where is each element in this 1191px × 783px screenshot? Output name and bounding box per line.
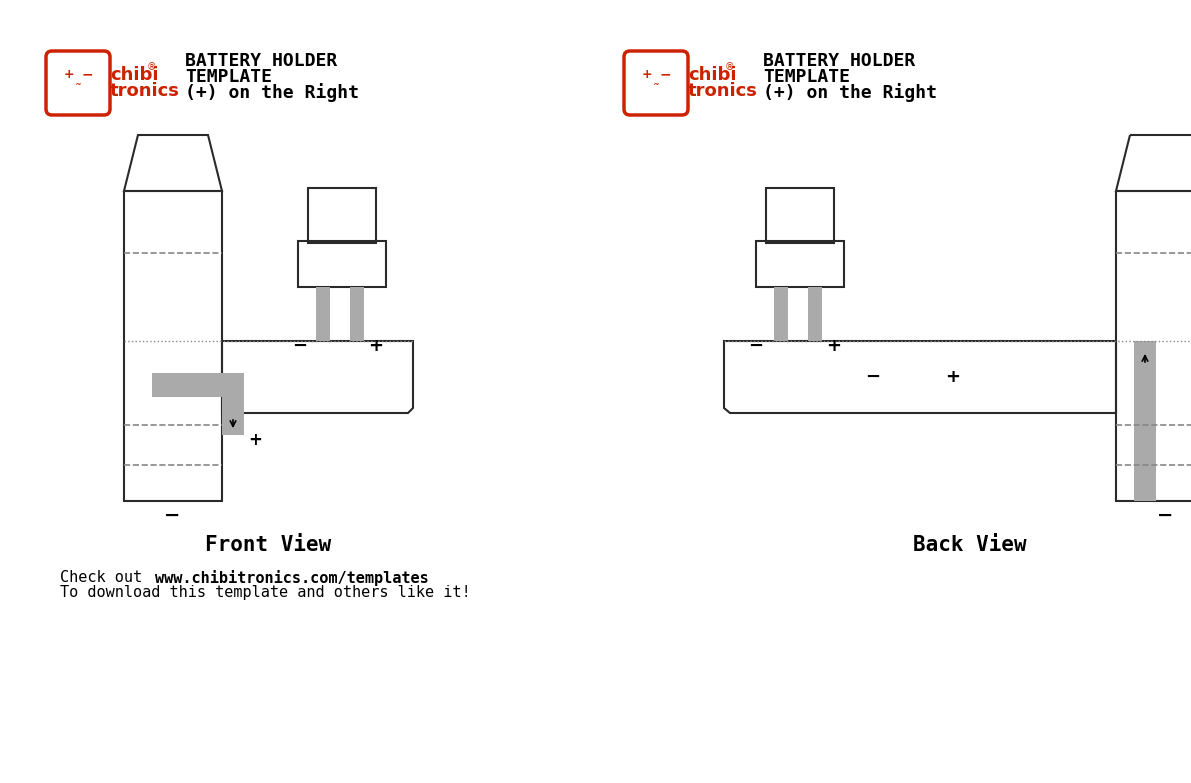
Text: chibi: chibi: [688, 66, 736, 84]
Bar: [298, 241, 386, 287]
Text: (+) on the Right: (+) on the Right: [763, 84, 937, 103]
Text: tronics: tronics: [110, 82, 180, 100]
Text: BATTERY HOLDER: BATTERY HOLDER: [185, 52, 337, 70]
Polygon shape: [1134, 341, 1156, 501]
Text: +: +: [248, 431, 262, 449]
Text: +: +: [642, 67, 653, 81]
FancyBboxPatch shape: [46, 51, 110, 115]
Polygon shape: [316, 287, 330, 341]
Text: Front View: Front View: [205, 535, 331, 555]
Text: −: −: [293, 337, 307, 355]
Polygon shape: [350, 287, 364, 341]
Bar: [766, 188, 834, 243]
Text: +: +: [63, 67, 74, 81]
Text: −: −: [164, 506, 180, 525]
Text: Check out: Check out: [60, 571, 151, 586]
Polygon shape: [807, 287, 822, 341]
Polygon shape: [222, 397, 244, 435]
Text: −: −: [81, 67, 93, 81]
Text: TEMPLATE: TEMPLATE: [185, 68, 272, 86]
Text: +: +: [827, 337, 842, 355]
Text: www.chibitronics.com/templates: www.chibitronics.com/templates: [155, 570, 429, 586]
Text: +: +: [946, 368, 960, 386]
Text: (+) on the Right: (+) on the Right: [185, 84, 358, 103]
Polygon shape: [152, 373, 244, 397]
Text: ®: ®: [146, 62, 157, 72]
Text: BATTERY HOLDER: BATTERY HOLDER: [763, 52, 915, 70]
Text: +: +: [368, 337, 384, 355]
Text: −: −: [1156, 506, 1173, 525]
Text: −: −: [866, 368, 880, 386]
Text: −: −: [659, 67, 671, 81]
Text: ˜: ˜: [653, 83, 660, 97]
Text: ®: ®: [725, 62, 735, 72]
Text: tronics: tronics: [688, 82, 757, 100]
Text: chibi: chibi: [110, 66, 158, 84]
Bar: [308, 188, 376, 243]
Text: Back View: Back View: [913, 535, 1027, 555]
Text: ˜: ˜: [75, 83, 81, 97]
Text: To download this template and others like it!: To download this template and others lik…: [60, 586, 470, 601]
Bar: [756, 241, 844, 287]
Polygon shape: [774, 287, 788, 341]
Text: −: −: [748, 337, 763, 355]
FancyBboxPatch shape: [624, 51, 688, 115]
Text: TEMPLATE: TEMPLATE: [763, 68, 850, 86]
